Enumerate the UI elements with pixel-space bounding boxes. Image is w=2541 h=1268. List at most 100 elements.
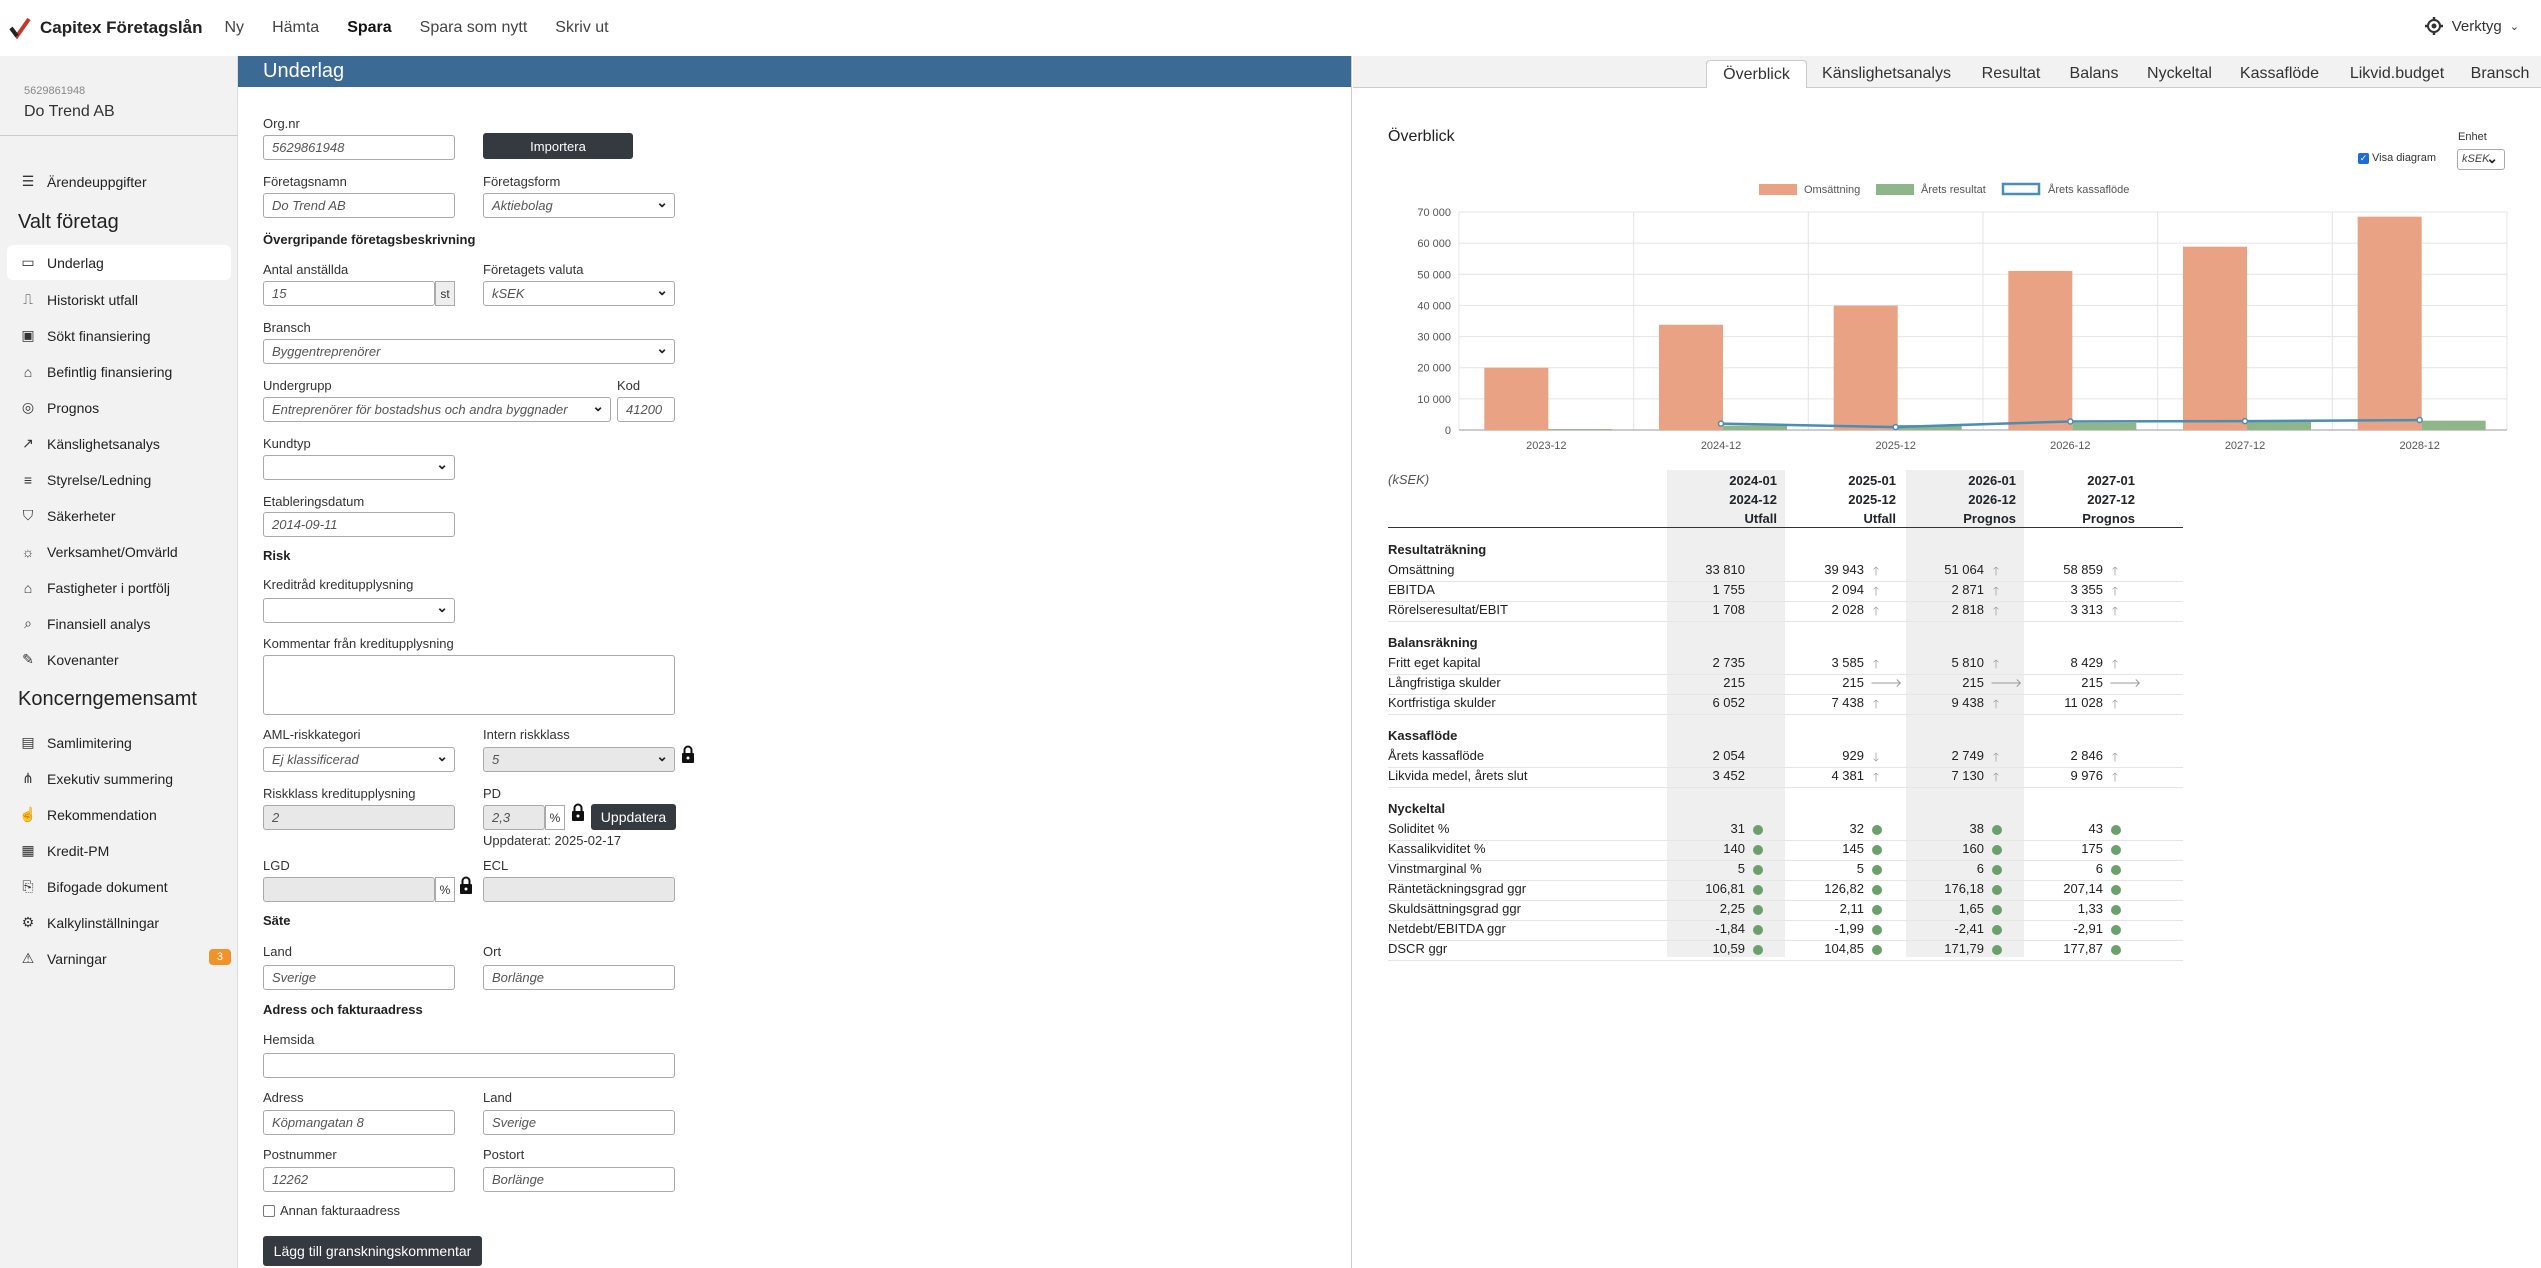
row-value: 2 054 xyxy=(1712,748,1745,763)
ecl-input[interactable] xyxy=(483,877,675,902)
postort-input[interactable]: Borlänge xyxy=(483,1167,675,1192)
trend-up-icon: 🡑 xyxy=(1992,604,2000,618)
founded-input[interactable]: 2014-09-11 xyxy=(263,512,455,537)
sidebar-item-ärendeuppgifter[interactable]: ☰ Ärendeuppgifter xyxy=(7,164,231,199)
tab-överblick[interactable]: Överblick xyxy=(1706,60,1807,88)
column-to: 2026-12 xyxy=(1968,492,2016,507)
nav-hamta[interactable]: Hämta xyxy=(272,19,320,36)
status-dot xyxy=(1992,845,2002,855)
checkbox-checked[interactable]: ✓ xyxy=(2358,152,2369,164)
sidebar-item-känslighetsanalys[interactable]: ↗ Känslighetsanalys xyxy=(7,426,231,461)
row-value: 104,85 xyxy=(1824,941,1864,956)
country-input[interactable]: Sverige xyxy=(263,965,455,990)
sidebar-item-säkerheter[interactable]: ⛉ Säkerheter xyxy=(7,498,231,533)
bar-arets-resultat xyxy=(1897,425,1962,430)
pd-input[interactable]: 2,3 xyxy=(483,805,545,830)
sidebar-item-historiskt-utfall[interactable]: ⎍ Historiskt utfall xyxy=(7,282,231,317)
add-review-comment-button[interactable]: Lägg till granskningskommentar xyxy=(263,1236,482,1266)
sidebar-item-exekutiv-summering[interactable]: ⋔ Exekutiv summering xyxy=(7,761,231,796)
update-button[interactable]: Uppdatera xyxy=(591,804,676,830)
tools-menu[interactable]: Verktyg ⌄ xyxy=(2424,16,2519,36)
sidebar-item-bifogade-dokument[interactable]: ⎘ Bifogade dokument xyxy=(7,869,231,904)
tab-bransch[interactable]: Bransch xyxy=(2470,65,2530,82)
sidebar-item-kovenanter[interactable]: ✎ Kovenanter xyxy=(7,642,231,677)
sidebar-item-underlag[interactable]: ▭ Underlag xyxy=(7,245,231,280)
subgroup-select[interactable]: Entreprenörer för bostadshus och andra b… xyxy=(263,397,611,422)
tab-kassaflöde[interactable]: Kassaflöde xyxy=(2239,65,2320,82)
row-value: 171,79 xyxy=(1944,941,1984,956)
aml-select[interactable]: Ej klassificerad xyxy=(263,747,455,772)
sidebar-item-samlimitering[interactable]: ▤ Samlimitering xyxy=(7,725,231,760)
tab-nyckeltal[interactable]: Nyckeltal xyxy=(2147,65,2212,82)
sidebar-item-kredit-pm[interactable]: ▦ Kredit-PM xyxy=(7,833,231,868)
sidebar-item-sökt-finansiering[interactable]: ▣ Sökt finansiering xyxy=(7,318,231,353)
nav-skriv-ut[interactable]: Skriv ut xyxy=(555,19,609,36)
tab-balans[interactable]: Balans xyxy=(2069,65,2119,82)
show-chart-toggle[interactable]: ✓ Visa diagram xyxy=(2358,152,2436,164)
credit-advice-label: Kreditråd kreditupplysning xyxy=(263,577,414,592)
internal-risk-select-value: 5 xyxy=(492,752,500,767)
tab-känslighetsanalys[interactable]: Känslighetsanalys xyxy=(1822,65,1951,82)
overview-chart: 0 10 000 20 000 30 000 40 000 50 000 60 000 70 … xyxy=(1417,182,2508,452)
sidebar-item-prognos[interactable]: ◎ Prognos xyxy=(7,390,231,425)
nav-spara-som-nytt[interactable]: Spara som nytt xyxy=(419,19,528,36)
address-input-value: Köpmangatan 8 xyxy=(272,1115,364,1130)
row-value: 215 xyxy=(1723,675,1745,690)
sidebar-item-verksamhet-omvärld[interactable]: ☼ Verksamhet/Omvärld xyxy=(7,534,231,569)
tab-resultat[interactable]: Resultat xyxy=(1981,65,2041,82)
sidebar-item-befintlig-finansiering[interactable]: ⌂ Befintlig finansiering xyxy=(7,354,231,389)
trend-right-icon: 🡒 xyxy=(1990,676,2023,690)
sidebar-item-label: Kovenanter xyxy=(47,651,119,668)
row-value: 176,18 xyxy=(1944,881,1984,896)
brand[interactable]: Capitex Företagslån xyxy=(8,16,203,40)
website-input[interactable] xyxy=(263,1053,675,1078)
column-from: 2027-01 xyxy=(2087,473,2135,488)
checkbox-box[interactable] xyxy=(263,1204,275,1217)
shield-icon: ⛉ xyxy=(22,507,34,523)
status-dot xyxy=(1992,885,2002,895)
trend-up-icon: 🡑 xyxy=(1872,770,1880,784)
row-value: 1 755 xyxy=(1712,582,1745,597)
internal-risk-select[interactable]: 5 xyxy=(483,747,675,772)
city-input[interactable]: Borlänge xyxy=(483,965,675,990)
address-input[interactable]: Köpmangatan 8 xyxy=(263,1110,455,1135)
lgd-input[interactable] xyxy=(263,877,435,902)
row-value: 32 xyxy=(1849,821,1864,836)
tab-likvid-budget[interactable]: Likvid.budget xyxy=(2349,65,2445,82)
orgnr-input[interactable]: 5629861948 xyxy=(263,135,455,160)
import-button[interactable]: Importera xyxy=(483,133,633,159)
sidebar-item-varningar[interactable]: ⚠ Varningar 3 xyxy=(7,941,231,976)
column-type: Prognos xyxy=(2082,511,2135,526)
bar-omsattning xyxy=(2008,270,2073,430)
lgd-unit: % xyxy=(435,877,455,902)
industry-select[interactable]: Byggentreprenörer xyxy=(263,339,675,364)
column-to: 2027-12 xyxy=(2087,492,2135,507)
nav-ny[interactable]: Ny xyxy=(224,19,245,36)
pd-input-value: 2,3 xyxy=(492,810,511,825)
zip-input[interactable]: 12262 xyxy=(263,1167,455,1192)
risk-class-input[interactable]: 2 xyxy=(263,805,455,830)
credit-advice-select[interactable] xyxy=(263,598,455,623)
credit-comment-textarea[interactable] xyxy=(263,655,675,715)
company-form-select[interactable]: Aktiebolag xyxy=(483,193,675,218)
sidebar-item-finansiell-analys[interactable]: ⌕ Finansiell analys xyxy=(7,606,231,641)
sidebar-item-styrelse-ledning[interactable]: ≡ Styrelse/Ledning xyxy=(7,462,231,497)
employees-input[interactable]: 15 xyxy=(263,281,435,306)
customer-type-select[interactable] xyxy=(263,455,455,480)
nav-spara[interactable]: Spara xyxy=(347,19,392,36)
company-name-input[interactable]: Do Trend AB xyxy=(263,193,455,218)
sidebar-item-fastigheter-i-portfölj[interactable]: ⌂ Fastigheter i portfölj xyxy=(7,570,231,605)
employees-unit: st xyxy=(435,281,455,306)
sidebar-item-kalkylinställningar[interactable]: ⚙ Kalkylinställningar xyxy=(7,905,231,940)
row-label: EBITDA xyxy=(1388,582,1435,597)
currency-select[interactable]: kSEK xyxy=(483,281,675,306)
sidebar-item-label: Prognos xyxy=(47,399,100,416)
sidebar-item-rekommendation[interactable]: ☝ Rekommendation xyxy=(7,797,231,832)
y-tick-label: 40 000 xyxy=(1417,300,1451,312)
row-value: 6 xyxy=(1976,861,1984,876)
addr-country-input[interactable]: Sverige xyxy=(483,1110,675,1135)
status-dot xyxy=(2111,945,2121,955)
unit-select[interactable]: kSEK xyxy=(2457,149,2505,170)
code-input[interactable]: 41200 xyxy=(617,397,675,422)
other-invoice-address-checkbox[interactable]: Annan fakturaadress xyxy=(263,1203,400,1218)
